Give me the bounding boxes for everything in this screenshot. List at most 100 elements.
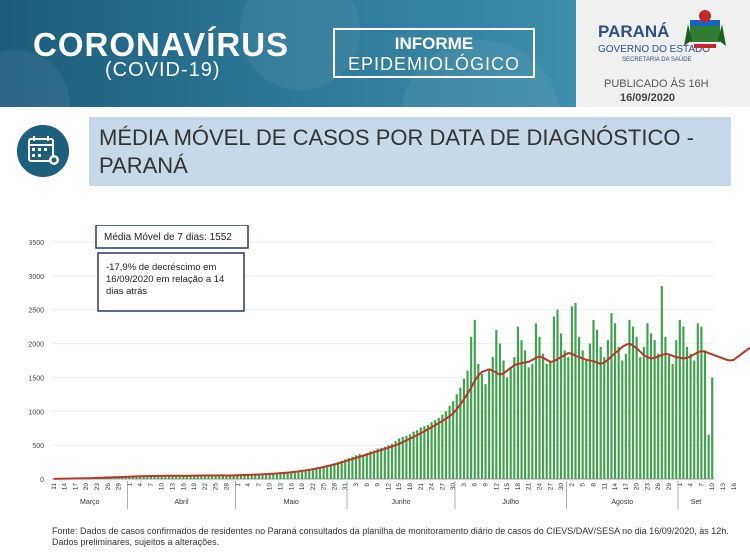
bar	[286, 473, 289, 479]
bar	[164, 475, 167, 479]
x-tick-label: 30	[450, 483, 457, 491]
x-tick-label: 27	[439, 483, 446, 491]
parana-logo-gov: GOVERNO DO ESTADO	[598, 44, 711, 55]
x-tick-label: 30	[558, 483, 565, 491]
bar	[268, 474, 271, 479]
annotation-average: Média Móvel de 7 dias: 1552	[104, 232, 232, 243]
bar	[459, 387, 462, 479]
x-tick-label: 22	[310, 483, 317, 491]
bar	[142, 476, 145, 479]
bar	[189, 475, 192, 479]
informe-line1: INFORME	[394, 34, 474, 53]
bar	[488, 370, 491, 479]
bar	[448, 405, 451, 479]
bar	[326, 465, 329, 479]
bar	[372, 450, 376, 479]
bar	[631, 326, 635, 479]
x-tick-label: 3	[353, 483, 360, 487]
month-label: Agosto	[611, 499, 633, 506]
y-tick-label: 500	[32, 443, 44, 450]
bar	[297, 472, 300, 479]
x-tick-label: 15	[396, 483, 403, 491]
bar	[178, 475, 181, 479]
section-title: MÉDIA MÓVEL DE CASOS POR DATA DE DIAGNÓS…	[99, 125, 694, 178]
bar	[444, 411, 448, 479]
bar	[124, 476, 127, 479]
informe-box: INFORME EPIDEMIOLÓGICO	[333, 28, 535, 78]
bar	[171, 475, 174, 479]
bar	[344, 459, 347, 479]
footnote: Fonte: Dados de casos confirmados de res…	[52, 526, 729, 547]
bar	[585, 360, 588, 479]
bar	[146, 475, 149, 479]
bar	[606, 340, 609, 479]
bar	[250, 474, 253, 479]
bar	[531, 363, 534, 479]
bar	[261, 474, 264, 479]
bar	[495, 330, 498, 479]
x-tick-label: 7	[256, 483, 263, 487]
bar	[229, 475, 232, 479]
bar	[657, 353, 660, 479]
bar	[351, 456, 354, 479]
bar	[624, 353, 627, 479]
bar	[139, 476, 142, 479]
bar	[398, 438, 401, 479]
bar	[257, 475, 260, 479]
bar	[675, 340, 678, 479]
banner-title: CORONAVÍRUS	[33, 26, 290, 63]
bar	[452, 401, 455, 479]
x-tick-label: 15	[504, 483, 511, 491]
bar	[383, 446, 386, 479]
x-tick-label: 8	[590, 483, 597, 487]
bar	[135, 476, 138, 479]
bar	[667, 353, 671, 479]
published-label: PUBLICADO ÀS 16H	[604, 78, 709, 90]
section-title-box: MÉDIA MÓVEL DE CASOS POR DATA DE DIAGNÓS…	[89, 117, 731, 186]
bar	[588, 343, 591, 479]
x-tick-label: 13	[720, 483, 727, 491]
bar	[434, 420, 437, 479]
x-tick-label: 5	[580, 483, 587, 487]
bar	[649, 333, 653, 479]
month-label: Maio	[284, 499, 299, 506]
bar	[196, 475, 199, 479]
bar	[293, 472, 296, 479]
bar	[394, 441, 397, 479]
bar	[275, 473, 278, 479]
bar	[365, 453, 368, 479]
x-tick-label: 1	[234, 483, 241, 487]
bar	[203, 475, 206, 479]
bar	[613, 323, 617, 479]
bar	[513, 357, 516, 479]
bar	[175, 475, 178, 479]
x-tick-label: 1	[677, 483, 684, 487]
x-tick-label: 17	[72, 483, 79, 491]
x-tick-label: 10	[159, 483, 166, 491]
bar	[703, 350, 707, 479]
annotation-decrease: -17,9% de decréscimo em 16/09/2020 em rel…	[106, 262, 224, 297]
bar	[423, 426, 426, 479]
x-tick-label: 14	[62, 483, 69, 491]
x-tick-label: 18	[407, 483, 414, 491]
published-date: 16/09/2020	[620, 92, 676, 104]
bar	[416, 430, 419, 479]
x-tick-label: 7	[698, 483, 705, 487]
bar	[462, 378, 466, 479]
bar	[617, 346, 620, 479]
bar	[671, 363, 674, 479]
x-tick-label: 4	[137, 483, 144, 487]
x-tick-label: 16	[731, 483, 738, 491]
bar	[358, 453, 361, 479]
bar	[185, 475, 188, 479]
x-tick-label: 26	[655, 483, 662, 491]
x-tick-label: 9	[375, 483, 382, 487]
bar	[387, 445, 390, 479]
bar	[563, 350, 566, 479]
parana-logo-secretaria: SECRETARIA DA SAÚDE	[622, 57, 692, 63]
bar	[167, 475, 171, 479]
bar	[218, 475, 221, 479]
bar	[545, 363, 548, 479]
bar	[214, 475, 217, 479]
bar	[567, 357, 570, 479]
